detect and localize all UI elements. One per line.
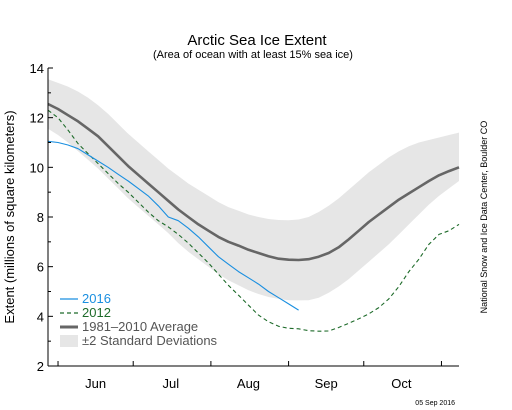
y-tick-label: 6 xyxy=(37,260,44,275)
x-tick-label-jul: Jul xyxy=(162,376,179,391)
y-tick-label: 8 xyxy=(37,210,44,225)
legend-label-std-dev: ±2 Standard Deviations xyxy=(82,333,218,348)
legend-label-2012: 2012 xyxy=(82,305,111,320)
x-tick-label-oct: Oct xyxy=(391,376,412,391)
x-tick-label-jun: Jun xyxy=(85,376,106,391)
legend-swatch-std-dev xyxy=(60,335,78,347)
y-tick-label: 12 xyxy=(30,111,44,126)
credit-text: National Snow and Ice Data Center, Bould… xyxy=(479,121,489,314)
chart-subtitle: (Area of ocean with at least 15% sea ice… xyxy=(153,49,353,61)
std-dev-band-layer xyxy=(48,79,459,301)
chart-title: Arctic Sea Ice Extent xyxy=(187,32,327,49)
y-tick-label: 14 xyxy=(30,61,44,76)
plot-area: 2 4 6 8 10 12 14 Jun Jul Aug Sep Oct xyxy=(30,61,460,391)
legend-label-average: 1981–2010 Average xyxy=(82,319,198,334)
y-tick-label: 10 xyxy=(30,160,44,175)
x-tick-label-aug: Aug xyxy=(237,376,260,391)
series-line-average xyxy=(47,102,460,262)
series-line-2016 xyxy=(47,140,299,311)
y-tick-label: 2 xyxy=(37,359,44,374)
axes-layer: 2 4 6 8 10 12 14 Jun Jul Aug Sep Oct xyxy=(30,61,459,391)
legend-label-2016: 2016 xyxy=(82,291,111,306)
series-layer xyxy=(47,102,460,332)
y-axis-label: Extent (millions of square kilometers) xyxy=(2,110,17,323)
date-stamp: 05 Sep 2016 xyxy=(415,400,455,407)
y-tick-label: 4 xyxy=(37,309,44,324)
x-tick-label-sep: Sep xyxy=(315,376,338,391)
std-dev-band xyxy=(48,79,459,301)
series-line-2012 xyxy=(47,109,460,332)
legend: 2016 2012 1981–2010 Average ±2 Standard … xyxy=(60,291,218,348)
